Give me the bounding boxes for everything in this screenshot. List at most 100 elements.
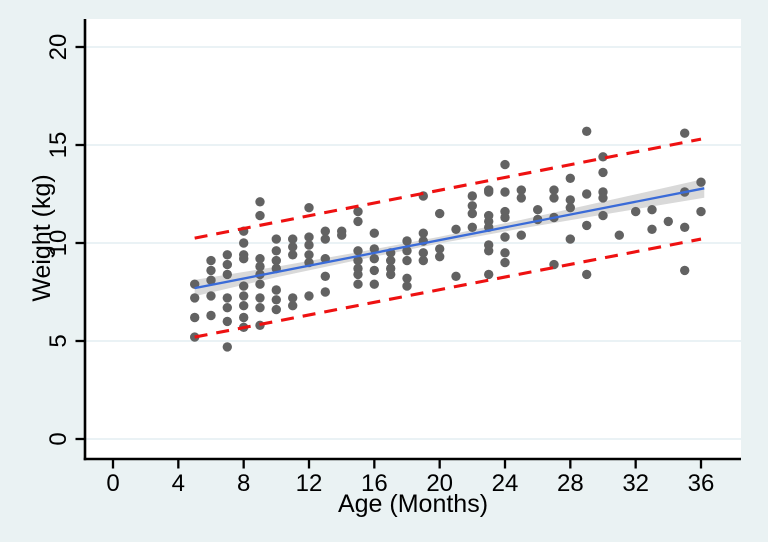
data-point [271,246,281,256]
data-point [206,291,216,301]
data-point [386,269,396,280]
data-point [451,224,461,234]
data-point [320,226,330,236]
data-point [680,265,690,276]
data-point [663,216,673,227]
data-point [353,279,363,289]
data-point [582,189,592,199]
data-point [402,273,412,283]
data-point [402,281,412,291]
data-point [680,128,690,138]
x-tick-label: 28 [557,470,584,497]
data-point [255,279,265,289]
data-point [206,310,216,321]
data-point [402,236,412,246]
data-point [271,234,281,244]
data-point [696,177,706,187]
data-point [402,246,412,256]
data-point [549,185,559,195]
data-point [582,126,592,136]
axes-layer [83,19,741,461]
data-point [565,195,575,205]
data-point [369,228,379,238]
x-tick-label: 4 [172,470,185,497]
data-point [598,210,608,221]
upper-prediction-limit [194,137,702,240]
data-point [647,224,657,234]
data-point [500,212,510,223]
data-point [565,234,575,244]
data-point [565,203,575,213]
data-point [304,250,314,260]
data-point [418,228,428,238]
data-point [337,230,347,240]
data-point [304,291,314,301]
x-tick-label: 8 [237,470,250,497]
data-point [222,342,232,352]
data-point [516,193,526,203]
y-tick-label: 10 [45,230,72,257]
x-tick-label: 36 [688,470,715,497]
plot-area [85,19,741,459]
y-tick-label: 5 [45,334,72,347]
y-axis-title: Weight (kg) [28,174,56,301]
data-point [255,303,265,313]
data-point [484,269,494,280]
data-point [369,279,379,289]
data-point [402,255,412,266]
data-point [467,191,477,201]
data-point [500,187,510,197]
data-point [386,255,396,266]
data-point [353,206,363,217]
x-axis-ticks: 0 4 8 12 16 20 24 28 32 36 [106,459,714,497]
y-tick-label: 0 [45,432,72,445]
data-point [516,185,526,195]
data-point [500,248,510,258]
data-point [304,240,314,250]
data-point [320,271,330,281]
data-point [288,242,298,252]
data-point [239,238,249,248]
data-point [435,208,445,219]
data-point [239,312,249,323]
data-point [516,230,526,240]
data-point [353,246,363,256]
data-point [255,261,265,272]
data-point [206,265,216,276]
data-point [647,205,657,215]
x-tick-label: 0 [106,470,119,497]
data-point [239,254,249,264]
data-point [222,293,232,303]
data-point [222,259,232,270]
data-point [206,255,216,266]
y-tick-label: 15 [45,132,72,159]
data-point [500,159,510,170]
data-point [467,222,477,232]
data-point [598,193,608,203]
data-point [369,254,379,264]
data-point [353,216,363,227]
data-point [582,269,592,280]
scatter-points-layer [190,126,706,352]
data-point [369,265,379,276]
data-point [288,293,298,303]
x-axis-title: Age (Months) [338,490,488,518]
data-point [435,244,445,254]
data-point [614,230,624,240]
data-point [222,250,232,260]
data-point [467,201,477,211]
data-point [484,246,494,256]
data-point [369,244,379,254]
data-point [467,208,477,219]
data-point [222,303,232,313]
data-point [304,232,314,242]
data-point [255,210,265,221]
data-point [500,257,510,268]
data-point [222,316,232,327]
x-tick-label: 32 [622,470,649,497]
data-point [353,255,363,266]
data-point [500,232,510,242]
lower-prediction-limit [194,237,702,339]
